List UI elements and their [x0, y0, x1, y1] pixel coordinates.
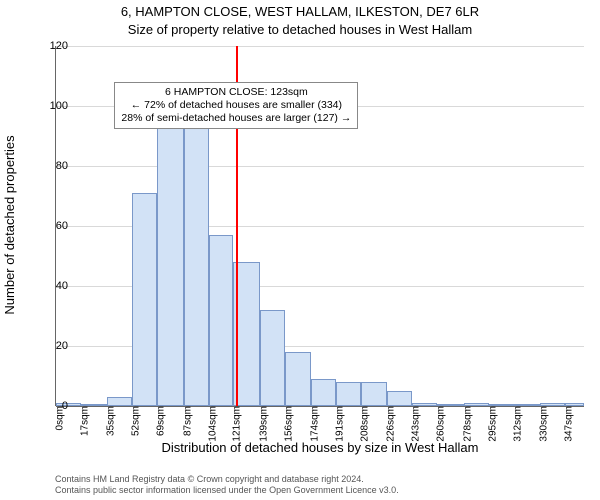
x-tick-label: 35sqm: [106, 406, 117, 436]
x-tick-label: 139sqm: [258, 406, 269, 442]
x-tick-label: 278sqm: [462, 406, 473, 442]
annotation-line2: ← 72% of detached houses are smaller (33…: [121, 99, 351, 112]
histogram-bar: [107, 397, 132, 406]
x-tick-label: 0sqm: [55, 406, 66, 430]
histogram-bar: [260, 310, 285, 406]
attribution-text: Contains HM Land Registry data © Crown c…: [55, 474, 583, 497]
histogram-bar: [209, 235, 234, 406]
attribution-line2: Contains public sector information licen…: [55, 485, 583, 496]
histogram-bar: [184, 121, 209, 406]
histogram-bar: [285, 352, 311, 406]
x-tick-group: 0sqm 17sqm 35sqm 52sqm 69sqm 87sqm 104sqm 121sq…: [56, 406, 584, 440]
attribution-line1: Contains HM Land Registry data © Crown c…: [55, 474, 583, 485]
annotation-line3: 28% of semi-detached houses are larger (…: [121, 112, 351, 125]
x-tick-label: 17sqm: [79, 406, 90, 436]
histogram-bar: [361, 382, 387, 406]
x-tick-label: 260sqm: [436, 406, 447, 442]
x-tick-label: 330sqm: [539, 406, 550, 442]
y-axis-label: Number of detached properties: [2, 40, 17, 410]
x-tick-label: 243sqm: [411, 406, 422, 442]
x-tick-label: 104sqm: [207, 406, 218, 442]
x-tick-label: 347sqm: [563, 406, 574, 442]
x-tick-label: 52sqm: [131, 406, 142, 436]
x-tick-label: 69sqm: [156, 406, 167, 436]
y-tick-label: 100: [38, 100, 68, 112]
histogram-bar: [387, 391, 412, 406]
annotation-box: 6 HAMPTON CLOSE: 123sqm ← 72% of detache…: [114, 82, 358, 129]
x-axis-label: Distribution of detached houses by size …: [56, 440, 584, 455]
x-tick-label: 121sqm: [232, 406, 243, 442]
chart-root: Number of detached properties 6 HAMPTON …: [0, 40, 600, 460]
y-tick-label: 60: [38, 220, 68, 232]
x-tick-label: 174sqm: [310, 406, 321, 442]
plot-area: 6 HAMPTON CLOSE: 123sqm ← 72% of detache…: [56, 46, 584, 406]
histogram-bar: [132, 193, 157, 406]
x-tick-label: 226sqm: [386, 406, 397, 442]
x-tick-label: 295sqm: [487, 406, 498, 442]
x-tick-label: 156sqm: [283, 406, 294, 442]
histogram-bar: [157, 106, 183, 406]
x-tick-label: 208sqm: [360, 406, 371, 442]
y-tick-label: 120: [38, 40, 68, 52]
chart-container: 6, HAMPTON CLOSE, WEST HALLAM, ILKESTON,…: [0, 0, 600, 500]
chart-title: Size of property relative to detached ho…: [0, 22, 600, 37]
histogram-bar: [336, 382, 361, 406]
y-tick-label: 40: [38, 280, 68, 292]
histogram-bar: [311, 379, 336, 406]
annotation-line1: 6 HAMPTON CLOSE: 123sqm: [121, 86, 351, 99]
x-tick-label: 191sqm: [335, 406, 346, 442]
x-tick-label: 312sqm: [512, 406, 523, 442]
super-title: 6, HAMPTON CLOSE, WEST HALLAM, ILKESTON,…: [0, 4, 600, 19]
y-tick-label: 20: [38, 340, 68, 352]
y-tick-label: 80: [38, 160, 68, 172]
x-tick-label: 87sqm: [182, 406, 193, 436]
